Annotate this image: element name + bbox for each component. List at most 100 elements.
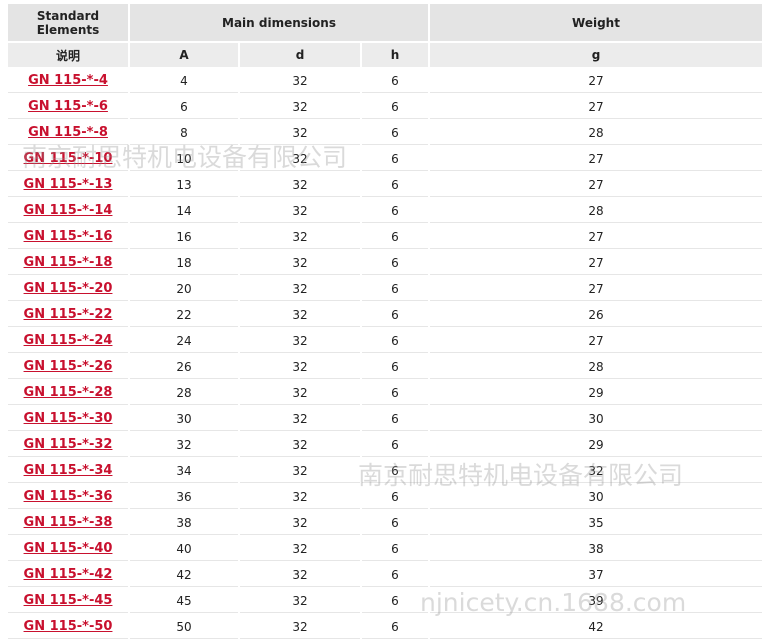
cell: 6 [362,199,428,223]
part-link[interactable]: GN 115-*-45 [23,593,113,608]
table-row: GN 115-*-28 28 32 6 29 [8,381,762,405]
cell: 27 [430,147,762,171]
cell: GN 115-*-8 [8,121,128,145]
part-link[interactable]: GN 115-*-20 [23,281,113,296]
cell: 38 [130,511,238,535]
cell: 27 [430,225,762,249]
cell: GN 115-*-42 [8,563,128,587]
cell: GN 115-*-14 [8,199,128,223]
cell: 24 [130,329,238,353]
cell: 28 [130,381,238,405]
part-link[interactable]: GN 115-*-32 [23,437,113,452]
cell: 32 [240,277,360,301]
subheader-cell: d [240,43,360,67]
cell: 27 [430,329,762,353]
cell: 6 [130,95,238,119]
cell: GN 115-*-45 [8,589,128,613]
cell: GN 115-*-34 [8,459,128,483]
cell: GN 115-*-40 [8,537,128,561]
cell: GN 115-*-28 [8,381,128,405]
cell: GN 115-*-32 [8,433,128,457]
part-link[interactable]: GN 115-*-36 [23,489,113,504]
cell: 32 [240,303,360,327]
header-main: Main dimensions [130,4,428,41]
part-link[interactable]: GN 115-*-38 [23,515,113,530]
cell: 32 [130,433,238,457]
table-row: GN 115-*-24 24 32 6 27 [8,329,762,353]
cell: 6 [362,225,428,249]
table-row: GN 115-*-4 4 32 6 27 [8,69,762,93]
part-link[interactable]: GN 115-*-30 [23,411,113,426]
cell: 13 [130,173,238,197]
cell: 6 [362,381,428,405]
cell: 32 [240,433,360,457]
cell: 6 [362,147,428,171]
part-link[interactable]: GN 115-*-18 [23,255,113,270]
cell: 6 [362,303,428,327]
cell: 30 [430,485,762,509]
part-link[interactable]: GN 115-*-22 [23,307,113,322]
cell: 6 [362,615,428,639]
cell: 16 [130,225,238,249]
header-weight: Weight [430,4,762,41]
cell: 37 [430,563,762,587]
part-link[interactable]: GN 115-*-13 [23,177,113,192]
cell: GN 115-*-38 [8,511,128,535]
cell: 29 [430,381,762,405]
subheader-cell: A [130,43,238,67]
header-text: Standard Elements [36,8,100,37]
cell: 40 [130,537,238,561]
cell: 27 [430,251,762,275]
part-link[interactable]: GN 115-*-26 [23,359,113,374]
part-link[interactable]: GN 115-*-8 [28,125,108,140]
cell: 6 [362,251,428,275]
cell: 6 [362,355,428,379]
part-link[interactable]: GN 115-*-42 [23,567,113,582]
spec-table: Standard Elements Main dimensions Weight… [6,2,764,641]
cell: 8 [130,121,238,145]
table-row: GN 115-*-10 10 32 6 27 [8,147,762,171]
cell: 27 [430,69,762,93]
cell: 32 [240,615,360,639]
cell: 32 [240,485,360,509]
part-link[interactable]: GN 115-*-34 [23,463,113,478]
part-link[interactable]: GN 115-*-24 [23,333,113,348]
part-link[interactable]: GN 115-*-50 [23,619,113,634]
cell: 32 [240,563,360,587]
table-row: GN 115-*-13 13 32 6 27 [8,173,762,197]
part-link[interactable]: GN 115-*-10 [23,151,113,166]
cell: 32 [240,121,360,145]
table-row: GN 115-*-32 32 32 6 29 [8,433,762,457]
cell: GN 115-*-22 [8,303,128,327]
cell: 29 [430,433,762,457]
cell: 32 [240,173,360,197]
cell: 6 [362,511,428,535]
cell: 32 [240,329,360,353]
subheader-cell: g [430,43,762,67]
part-link[interactable]: GN 115-*-40 [23,541,113,556]
cell: 6 [362,277,428,301]
cell: 27 [430,95,762,119]
cell: 20 [130,277,238,301]
part-link[interactable]: GN 115-*-6 [28,99,108,114]
cell: 42 [130,563,238,587]
cell: 35 [430,511,762,535]
part-link[interactable]: GN 115-*-16 [23,229,113,244]
cell: 6 [362,329,428,353]
cell: 6 [362,407,428,431]
cell: 32 [430,459,762,483]
part-link[interactable]: GN 115-*-4 [28,73,108,88]
cell: 26 [430,303,762,327]
part-link[interactable]: GN 115-*-14 [23,203,113,218]
part-link[interactable]: GN 115-*-28 [23,385,113,400]
cell: GN 115-*-4 [8,69,128,93]
subheader-cell: h [362,43,428,67]
cell: GN 115-*-50 [8,615,128,639]
cell: 27 [430,277,762,301]
table-row: GN 115-*-20 20 32 6 27 [8,277,762,301]
cell: 32 [240,459,360,483]
table-row: GN 115-*-38 38 32 6 35 [8,511,762,535]
cell: 6 [362,537,428,561]
cell: 38 [430,537,762,561]
cell: GN 115-*-30 [8,407,128,431]
